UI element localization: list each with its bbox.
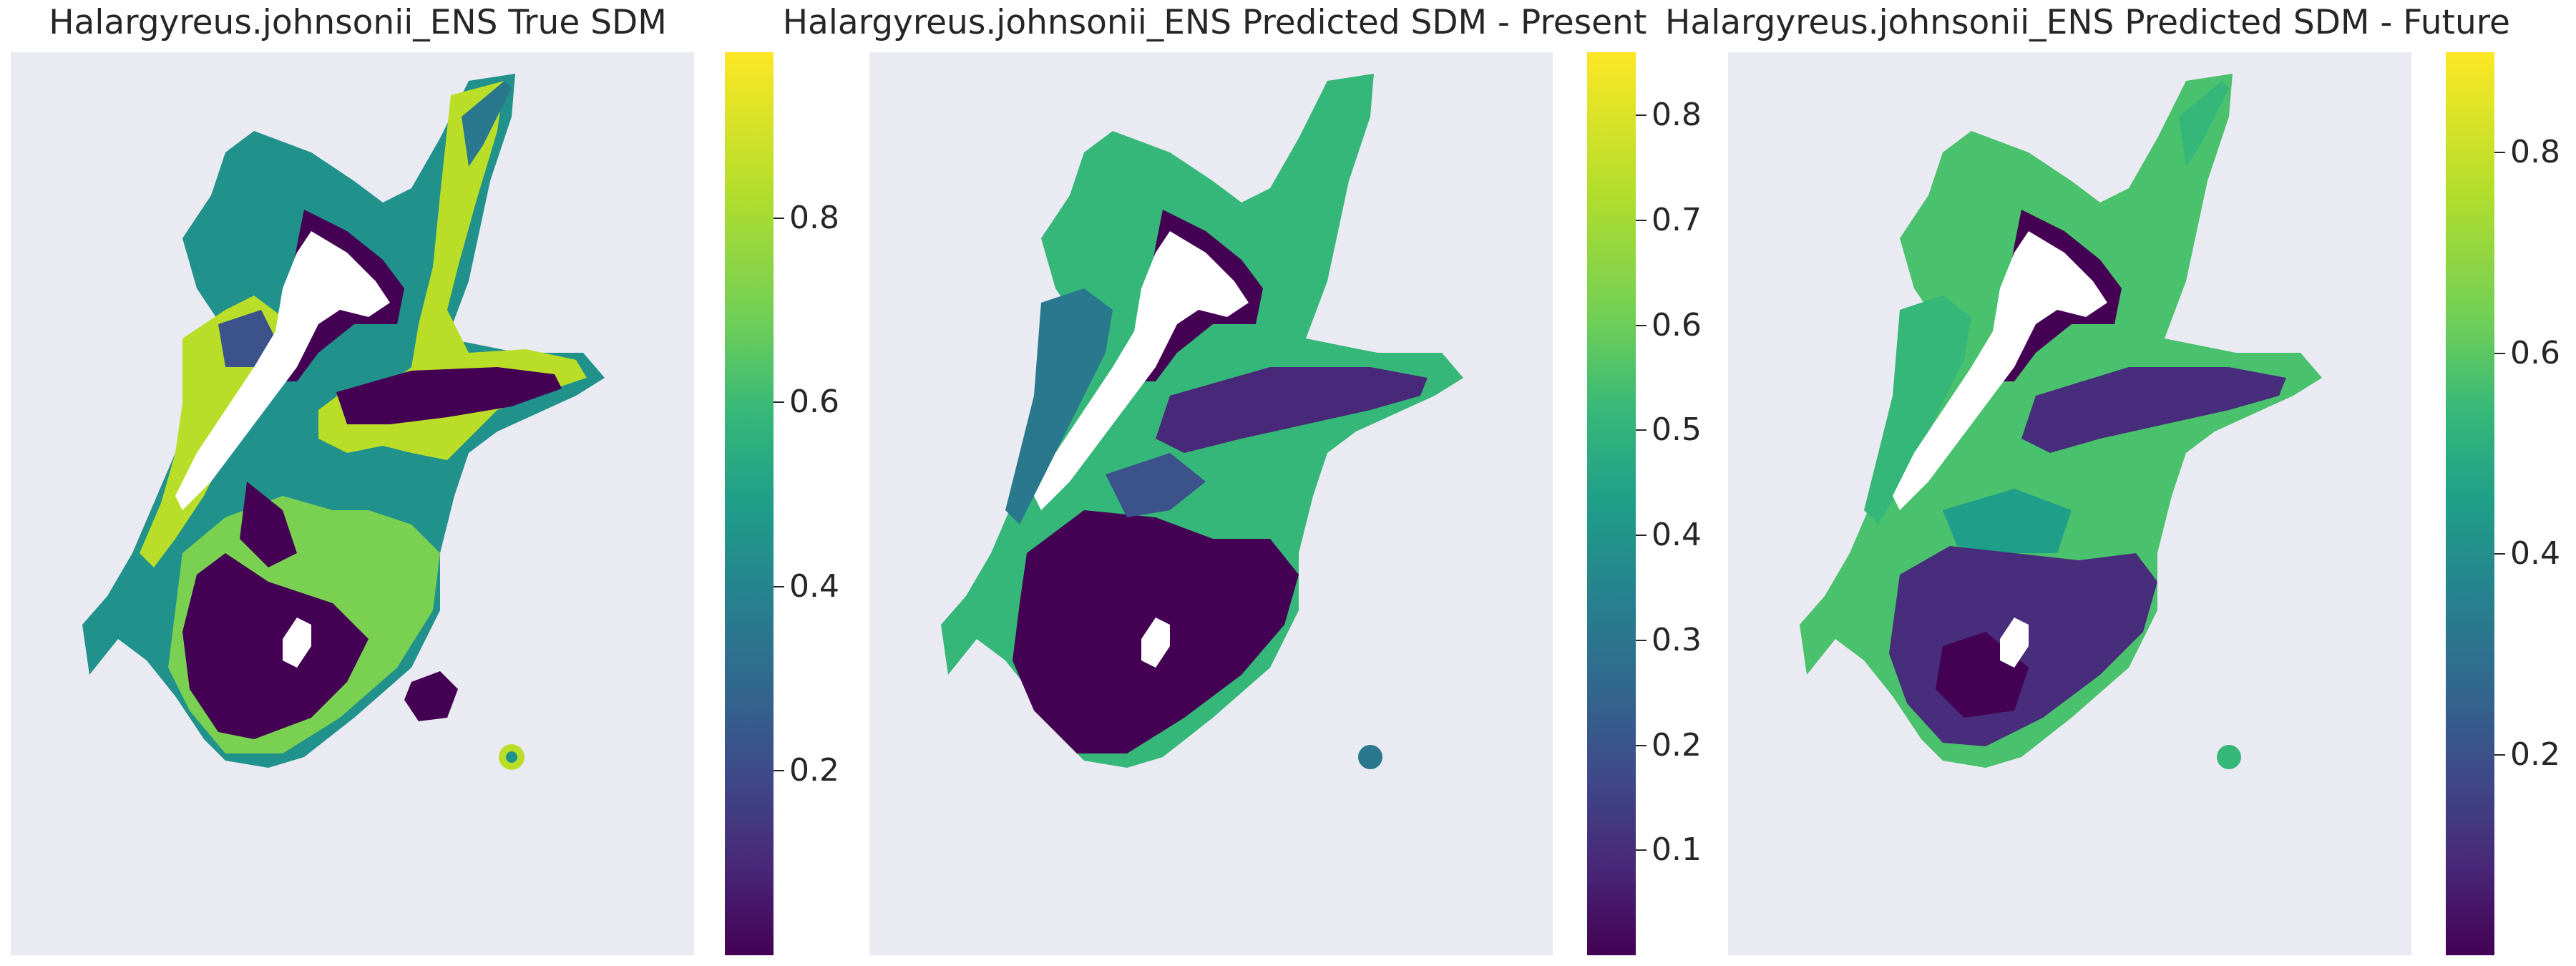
panel-1-zone-deep-4: [404, 671, 458, 721]
colorbar-tick: [774, 585, 784, 587]
panel-3-map: [1728, 52, 2411, 955]
colorbar-tick-label: 0.6: [2510, 334, 2560, 371]
colorbar-tick: [1636, 114, 1646, 117]
colorbar-tick: [1636, 219, 1646, 221]
colorbar-tick: [1636, 639, 1646, 641]
panel-1-title: Halargyreus.johnsonii_ENS True SDM: [49, 3, 667, 42]
colorbar-tick-label: 0.2: [2510, 736, 2560, 773]
colorbar-tick-label: 0.2: [1652, 726, 1702, 763]
panel-3-land-south: [2000, 618, 2029, 668]
colorbar-tick: [2494, 152, 2505, 154]
colorbar-tick: [774, 770, 784, 772]
colorbar-tick: [2494, 553, 2505, 555]
colorbar-tick-label: 0.4: [1652, 517, 1702, 554]
panel-3-title: Halargyreus.johnsonii_ENS Predicted SDM …: [1665, 3, 2510, 42]
colorbar-tick-label: 0.1: [1652, 831, 1702, 869]
panel-3-zone-mid-2: [1943, 489, 2072, 553]
panel-3-strip: [2179, 81, 2229, 167]
colorbar-tick-label: 0.2: [789, 752, 839, 789]
colorbar-tick: [2494, 753, 2505, 756]
colorbar-tick: [774, 401, 784, 404]
colorbar-tick: [1636, 324, 1646, 326]
panel-3-colorbar: [2446, 52, 2494, 955]
panel-1-zone-deep-2: [336, 367, 562, 424]
panel-3-island: [2217, 745, 2241, 769]
panel-1-colorbar: [725, 52, 774, 955]
panel-2-strip: [1320, 81, 1370, 167]
colorbar-tick-label: 0.6: [789, 384, 839, 421]
colorbar-tick-label: 0.8: [1652, 97, 1702, 134]
panel-3-land-north: [1893, 231, 2107, 510]
colorbar-tick: [1636, 849, 1646, 852]
panel-2-zone-mid: [1005, 288, 1113, 525]
colorbar-tick-label: 0.7: [1652, 201, 1702, 238]
colorbar-tick-label: 0.4: [789, 567, 839, 605]
colorbar-tick-label: 0.4: [2510, 535, 2560, 572]
panel-1-zone-deep-3: [182, 553, 369, 739]
colorbar-tick: [774, 217, 784, 219]
panel-2-title: Halargyreus.johnsonii_ENS Predicted SDM …: [782, 3, 1647, 42]
colorbar-tick-label: 0.3: [1652, 621, 1702, 658]
colorbar-tick-label: 0.5: [1652, 411, 1702, 449]
panel-2-land-north: [1034, 231, 1249, 510]
panel-1-heatmap: [82, 74, 605, 770]
panel-2-colorbar: [1587, 52, 1636, 955]
panel-1-zone-east: [318, 81, 587, 460]
panel-1-strip: [462, 81, 512, 167]
panel-3-zone-deep-2: [2021, 367, 2286, 453]
panel-2-zone-deep-4: [1106, 453, 1206, 517]
colorbar-tick-label: 0.6: [1652, 306, 1702, 343]
panel-2-zone-deep-2: [1156, 367, 1428, 453]
panel-2-land-south: [1141, 618, 1170, 668]
colorbar-tick: [1636, 535, 1646, 537]
colorbar-tick: [1636, 429, 1646, 431]
panel-1-map: [11, 52, 694, 955]
panel-1-zone-deep-5: [240, 482, 297, 567]
panel-3-zone-mid: [1864, 296, 1971, 525]
panel-1-zone-west-inner: [218, 310, 275, 367]
panel-3-heatmap: [1800, 74, 2322, 769]
colorbar-tick-label: 0.8: [2510, 134, 2560, 171]
panel-1-island-core: [506, 751, 517, 763]
colorbar-tick: [2494, 352, 2505, 354]
panel-1-land-north: [175, 231, 390, 510]
panel-2-map: [869, 52, 1553, 955]
panel-2-island: [1358, 745, 1382, 769]
panel-2-heatmap: [941, 74, 1463, 769]
colorbar-tick-label: 0.8: [789, 199, 839, 236]
panel-1-land-south: [283, 618, 311, 668]
colorbar-tick: [1636, 744, 1646, 746]
